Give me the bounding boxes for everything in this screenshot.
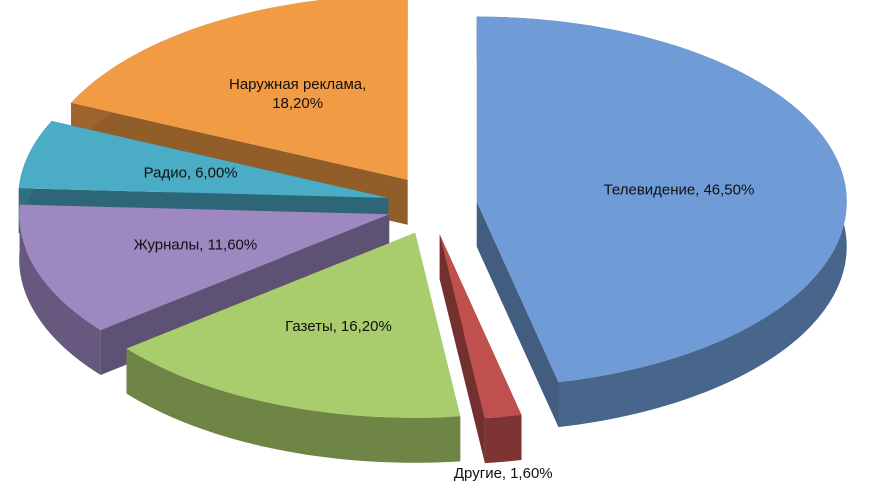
slice-side	[19, 204, 101, 376]
category-label: Радио	[144, 165, 187, 182]
category-label: Телевидение	[604, 181, 696, 198]
slice-wall	[439, 234, 485, 464]
slice	[126, 232, 461, 418]
slice	[439, 234, 522, 419]
slice	[476, 16, 847, 383]
slice-label: Наружная реклама, 18,20%	[229, 76, 366, 112]
value-label: 11,60%	[207, 236, 257, 253]
category-label: Журналы	[134, 236, 200, 253]
value-label: 16,20%	[341, 318, 392, 335]
slice-side	[126, 348, 461, 463]
slice	[19, 204, 390, 331]
slice-label: Другие, 1,60%	[454, 465, 553, 482]
slice	[71, 0, 408, 180]
slice	[126, 232, 461, 463]
slice	[18, 121, 389, 198]
separator: ,	[187, 165, 191, 182]
slice-label: Журналы, 11,60%	[134, 236, 257, 253]
slice	[439, 234, 522, 464]
slice	[476, 16, 847, 428]
separator: ,	[362, 76, 366, 93]
value-label: 46,50%	[703, 181, 754, 198]
category-label: Другие	[454, 465, 502, 482]
slice-side	[484, 414, 522, 464]
slice-wall	[476, 201, 559, 428]
separator: ,	[502, 465, 506, 482]
slice-label: Телевидение, 46,50%	[604, 181, 755, 198]
separator: ,	[333, 318, 337, 335]
separator: ,	[199, 236, 203, 253]
value-label: 6,00%	[195, 165, 238, 182]
value-label: 18,20%	[272, 95, 323, 112]
slice-label: Радио, 6,00%	[144, 165, 238, 182]
slice-label: Газеты, 16,20%	[285, 318, 392, 335]
category-label: Наружная реклама	[229, 76, 363, 93]
value-label: 1,60%	[510, 465, 553, 482]
separator: ,	[695, 181, 699, 198]
category-label: Газеты	[285, 318, 333, 335]
